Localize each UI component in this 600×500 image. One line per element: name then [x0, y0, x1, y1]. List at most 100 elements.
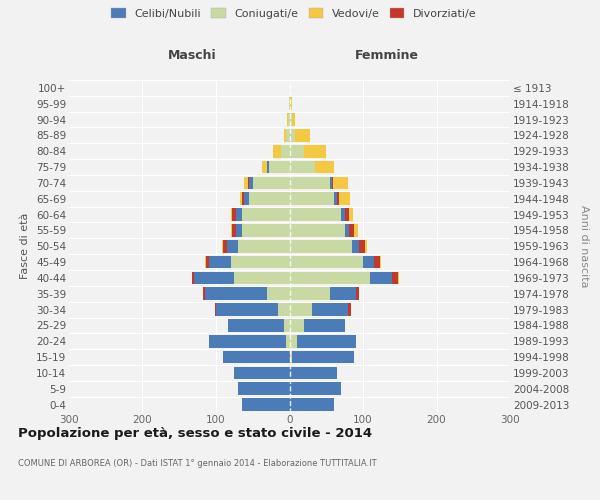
Bar: [290, 366, 337, 379]
Bar: [363, 256, 374, 268]
Legend: Celibi/Nubili, Coniugati/e, Vedovi/e, Divorziati/e: Celibi/Nubili, Coniugati/e, Vedovi/e, Di…: [109, 6, 479, 21]
Bar: [194, 272, 235, 284]
Bar: [227, 240, 238, 252]
Bar: [374, 256, 380, 268]
Bar: [249, 176, 253, 189]
Bar: [290, 319, 304, 332]
Bar: [288, 113, 290, 126]
Bar: [244, 192, 249, 205]
Bar: [290, 113, 292, 126]
Bar: [304, 319, 344, 332]
Bar: [332, 176, 333, 189]
Bar: [278, 303, 290, 316]
Bar: [242, 208, 290, 221]
Bar: [222, 240, 223, 252]
Bar: [290, 382, 341, 395]
Bar: [334, 192, 337, 205]
Bar: [244, 176, 248, 189]
Bar: [230, 208, 232, 221]
Bar: [356, 288, 359, 300]
Bar: [229, 319, 284, 332]
Bar: [349, 224, 354, 236]
Bar: [333, 176, 347, 189]
Bar: [304, 145, 326, 158]
Bar: [292, 351, 354, 364]
Bar: [290, 145, 304, 158]
Y-axis label: Fasce di età: Fasce di età: [20, 213, 31, 280]
Bar: [359, 240, 365, 252]
Bar: [290, 192, 334, 205]
Bar: [365, 240, 367, 252]
Bar: [292, 113, 295, 126]
Bar: [346, 208, 349, 221]
Bar: [232, 208, 236, 221]
Bar: [223, 240, 227, 252]
Bar: [262, 160, 268, 173]
Bar: [352, 240, 359, 252]
Bar: [232, 224, 236, 236]
Bar: [242, 192, 244, 205]
Bar: [236, 208, 242, 221]
Bar: [289, 98, 290, 110]
Bar: [248, 176, 249, 189]
Bar: [290, 98, 292, 110]
Bar: [295, 129, 310, 141]
Bar: [239, 192, 242, 205]
Bar: [206, 256, 209, 268]
Bar: [205, 288, 268, 300]
Bar: [236, 224, 242, 236]
Bar: [216, 303, 278, 316]
Bar: [205, 256, 206, 268]
Bar: [290, 288, 330, 300]
Bar: [344, 319, 346, 332]
Bar: [297, 335, 356, 347]
Bar: [341, 208, 346, 221]
Bar: [290, 335, 297, 347]
Bar: [242, 224, 290, 236]
Bar: [215, 303, 216, 316]
Bar: [274, 145, 281, 158]
Bar: [242, 398, 290, 411]
Bar: [228, 319, 229, 332]
Text: Femmine: Femmine: [355, 48, 419, 62]
Bar: [238, 382, 290, 395]
Bar: [290, 224, 344, 236]
Bar: [235, 272, 290, 284]
Text: COMUNE DI ARBOREA (OR) - Dati ISTAT 1° gennaio 2014 - Elaborazione TUTTITALIA.IT: COMUNE DI ARBOREA (OR) - Dati ISTAT 1° g…: [18, 459, 377, 468]
Bar: [269, 160, 290, 173]
Bar: [284, 319, 290, 332]
Bar: [380, 256, 382, 268]
Bar: [287, 113, 288, 126]
Y-axis label: Anni di nascita: Anni di nascita: [579, 205, 589, 288]
Bar: [290, 303, 311, 316]
Bar: [253, 176, 290, 189]
Bar: [315, 160, 334, 173]
Bar: [290, 272, 370, 284]
Bar: [290, 160, 315, 173]
Bar: [192, 272, 194, 284]
Bar: [238, 240, 290, 252]
Bar: [311, 303, 348, 316]
Bar: [349, 208, 353, 221]
Bar: [209, 335, 286, 347]
Bar: [235, 366, 290, 379]
Bar: [281, 145, 290, 158]
Bar: [290, 208, 341, 221]
Bar: [344, 224, 349, 236]
Bar: [370, 272, 392, 284]
Bar: [249, 192, 290, 205]
Bar: [230, 256, 290, 268]
Bar: [348, 303, 350, 316]
Bar: [290, 351, 292, 364]
Text: Popolazione per età, sesso e stato civile - 2014: Popolazione per età, sesso e stato civil…: [18, 428, 372, 440]
Bar: [290, 129, 295, 141]
Bar: [339, 192, 350, 205]
Bar: [268, 288, 290, 300]
Bar: [290, 256, 363, 268]
Bar: [330, 176, 332, 189]
Bar: [284, 129, 286, 141]
Bar: [290, 240, 352, 252]
Bar: [398, 272, 399, 284]
Bar: [337, 192, 339, 205]
Bar: [203, 288, 205, 300]
